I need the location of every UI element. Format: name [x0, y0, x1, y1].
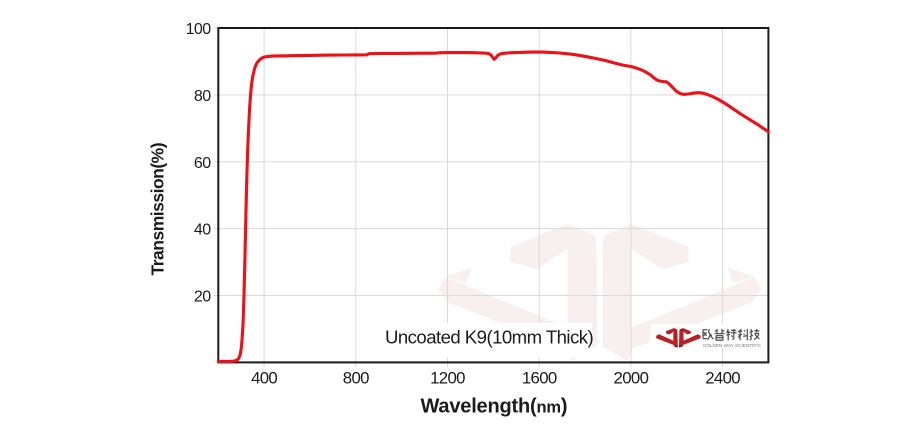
svg-text:400: 400 — [251, 368, 277, 387]
svg-text:2000: 2000 — [614, 368, 649, 387]
svg-text:80: 80 — [194, 88, 211, 105]
svg-text:Transmission(%): Transmission(%) — [148, 143, 168, 276]
svg-text:40: 40 — [194, 222, 211, 239]
svg-text:100: 100 — [186, 21, 212, 38]
svg-text:1600: 1600 — [522, 368, 557, 387]
svg-text:20: 20 — [194, 289, 211, 306]
svg-text:Wavelength(nm): Wavelength(nm) — [421, 396, 568, 418]
svg-text:GOLDEN WAY SCIENTIFIC: GOLDEN WAY SCIENTIFIC — [703, 343, 762, 348]
svg-text:60: 60 — [194, 155, 211, 172]
svg-text:800: 800 — [343, 368, 369, 387]
svg-text:Uncoated K9(10mm Thick): Uncoated K9(10mm Thick) — [385, 327, 594, 348]
svg-text:1200: 1200 — [430, 368, 465, 387]
svg-text:2400: 2400 — [705, 368, 740, 387]
